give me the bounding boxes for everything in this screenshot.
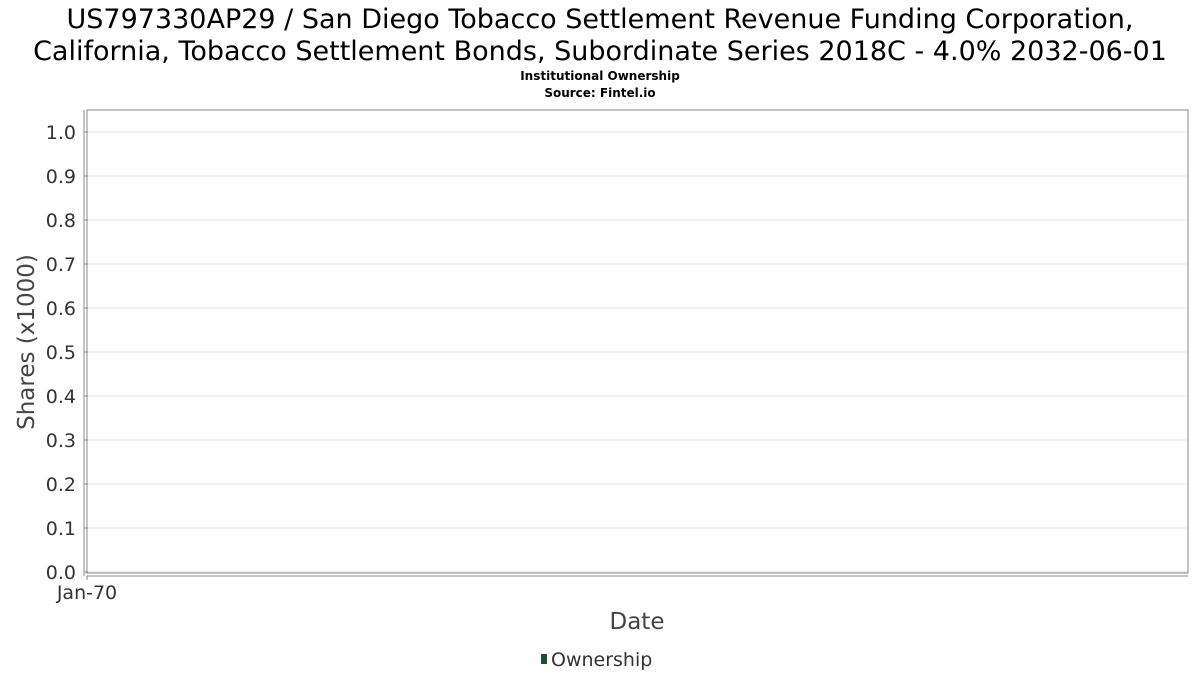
y-tick-label: 0.0 bbox=[46, 562, 76, 584]
y-tick-label: 0.6 bbox=[46, 298, 76, 320]
legend-label-ownership: Ownership bbox=[551, 649, 652, 671]
y-axis-ticks: 0.0 0.1 0.2 0.3 0.4 0.5 0.6 0.7 0.8 0.9 1.0 bbox=[46, 122, 88, 584]
y-tick-label: 1.0 bbox=[46, 122, 76, 144]
y-tick-label: 0.3 bbox=[46, 430, 76, 452]
y-tick-label: 0.1 bbox=[46, 518, 76, 540]
chart-title-line-2: California, Tobacco Settlement Bonds, Su… bbox=[33, 36, 1167, 67]
grid-lines bbox=[87, 131, 1188, 573]
chart-title-line-1: US797330AP29 / San Diego Tobacco Settlem… bbox=[67, 4, 1134, 35]
x-tick-label: Jan-70 bbox=[56, 582, 117, 604]
x-axis-label: Date bbox=[610, 609, 665, 635]
plot-area-frame bbox=[86, 109, 1189, 574]
y-tick-label: 0.4 bbox=[46, 386, 76, 408]
chart-subtitle-line-2: Source: Fintel.io bbox=[544, 86, 655, 100]
x-axis-ticks: Jan-70 bbox=[56, 576, 117, 604]
y-axis-label: Shares (x1000) bbox=[14, 254, 40, 430]
y-tick-label: 0.9 bbox=[46, 166, 76, 188]
y-tick-label: 0.2 bbox=[46, 474, 76, 496]
chart-subtitle-line-1: Institutional Ownership bbox=[520, 69, 680, 83]
legend-swatch-ownership bbox=[541, 654, 547, 664]
legend: Ownership bbox=[541, 649, 652, 671]
y-tick-label: 0.8 bbox=[46, 210, 76, 232]
y-tick-label: 0.7 bbox=[46, 254, 76, 276]
y-tick-label: 0.5 bbox=[46, 342, 76, 364]
